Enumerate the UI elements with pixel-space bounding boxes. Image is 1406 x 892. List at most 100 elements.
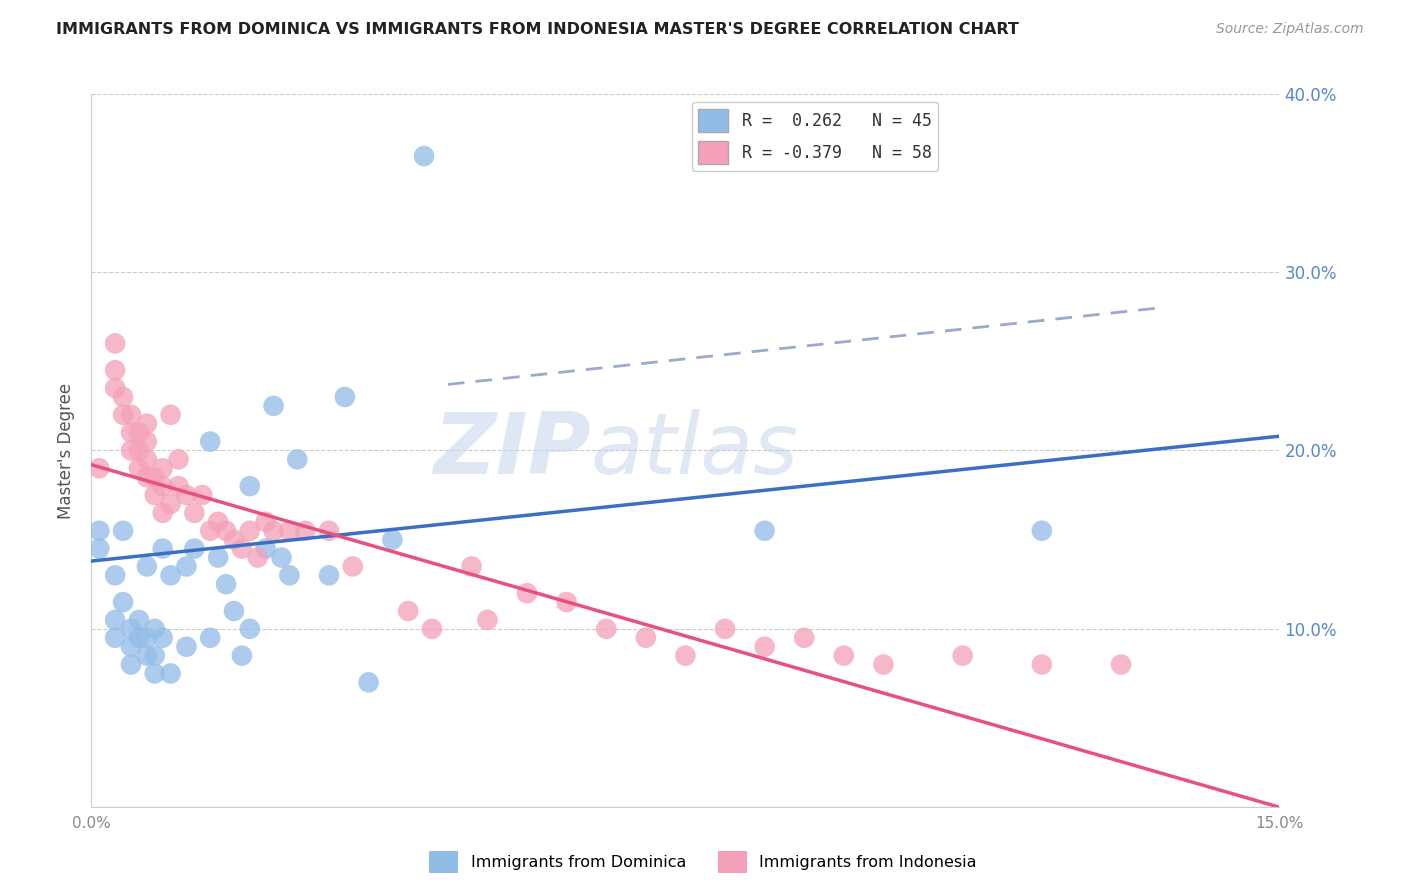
Text: ZIP: ZIP: [433, 409, 591, 492]
Point: [135, 559, 157, 574]
Point: [278, 568, 301, 582]
Point: [231, 648, 253, 663]
Point: [104, 631, 127, 645]
Point: [215, 577, 238, 591]
Point: [143, 470, 166, 484]
Legend: R =  0.262   N = 45, R = -0.379   N = 58: R = 0.262 N = 45, R = -0.379 N = 58: [692, 102, 938, 171]
Point: [634, 631, 657, 645]
Point: [135, 631, 157, 645]
Point: [342, 559, 364, 574]
Point: [128, 631, 150, 645]
Point: [1109, 657, 1132, 672]
Point: [128, 425, 150, 440]
Point: [159, 568, 181, 582]
Point: [191, 488, 214, 502]
Point: [254, 541, 277, 556]
Point: [872, 657, 894, 672]
Point: [420, 622, 443, 636]
Point: [207, 515, 229, 529]
Point: [246, 550, 269, 565]
Point: [143, 648, 166, 663]
Point: [477, 613, 499, 627]
Legend: Immigrants from Dominica, Immigrants from Indonesia: Immigrants from Dominica, Immigrants fro…: [423, 844, 983, 880]
Point: [263, 399, 285, 413]
Point: [135, 648, 157, 663]
Point: [120, 408, 142, 422]
Point: [135, 417, 157, 431]
Point: [104, 363, 127, 377]
Point: [152, 631, 174, 645]
Point: [176, 640, 198, 654]
Point: [263, 524, 285, 538]
Point: [222, 533, 245, 547]
Point: [270, 550, 292, 565]
Point: [135, 452, 157, 467]
Point: [176, 559, 198, 574]
Point: [200, 524, 222, 538]
Point: [167, 479, 190, 493]
Point: [215, 524, 238, 538]
Point: [176, 488, 198, 502]
Point: [112, 390, 135, 404]
Point: [555, 595, 578, 609]
Point: [120, 425, 142, 440]
Point: [285, 452, 308, 467]
Point: [143, 622, 166, 636]
Point: [222, 604, 245, 618]
Point: [120, 443, 142, 458]
Point: [89, 524, 111, 538]
Point: [112, 595, 135, 609]
Point: [89, 461, 111, 475]
Point: [159, 497, 181, 511]
Point: [128, 461, 150, 475]
Point: [112, 408, 135, 422]
Text: Source: ZipAtlas.com: Source: ZipAtlas.com: [1216, 22, 1364, 37]
Point: [673, 648, 696, 663]
Point: [413, 149, 436, 163]
Point: [793, 631, 815, 645]
Point: [714, 622, 737, 636]
Point: [152, 461, 174, 475]
Point: [143, 488, 166, 502]
Point: [754, 640, 776, 654]
Point: [516, 586, 538, 600]
Point: [595, 622, 617, 636]
Point: [152, 479, 174, 493]
Point: [120, 640, 142, 654]
Point: [207, 550, 229, 565]
Point: [832, 648, 855, 663]
Point: [159, 408, 181, 422]
Point: [239, 479, 262, 493]
Point: [104, 613, 127, 627]
Point: [112, 524, 135, 538]
Point: [128, 443, 150, 458]
Point: [183, 541, 205, 556]
Point: [381, 533, 404, 547]
Point: [167, 452, 190, 467]
Point: [357, 675, 380, 690]
Point: [152, 506, 174, 520]
Point: [135, 470, 157, 484]
Point: [294, 524, 316, 538]
Point: [120, 622, 142, 636]
Point: [200, 631, 222, 645]
Point: [104, 381, 127, 395]
Point: [128, 613, 150, 627]
Point: [183, 506, 205, 520]
Point: [1031, 524, 1053, 538]
Point: [239, 622, 262, 636]
Point: [135, 434, 157, 449]
Point: [396, 604, 419, 618]
Point: [1031, 657, 1053, 672]
Point: [754, 524, 776, 538]
Point: [89, 541, 111, 556]
Point: [318, 568, 340, 582]
Point: [239, 524, 262, 538]
Y-axis label: Master's Degree: Master's Degree: [58, 383, 76, 518]
Point: [104, 568, 127, 582]
Point: [143, 666, 166, 681]
Point: [460, 559, 482, 574]
Point: [104, 336, 127, 351]
Text: IMMIGRANTS FROM DOMINICA VS IMMIGRANTS FROM INDONESIA MASTER'S DEGREE CORRELATIO: IMMIGRANTS FROM DOMINICA VS IMMIGRANTS F…: [56, 22, 1019, 37]
Point: [120, 657, 142, 672]
